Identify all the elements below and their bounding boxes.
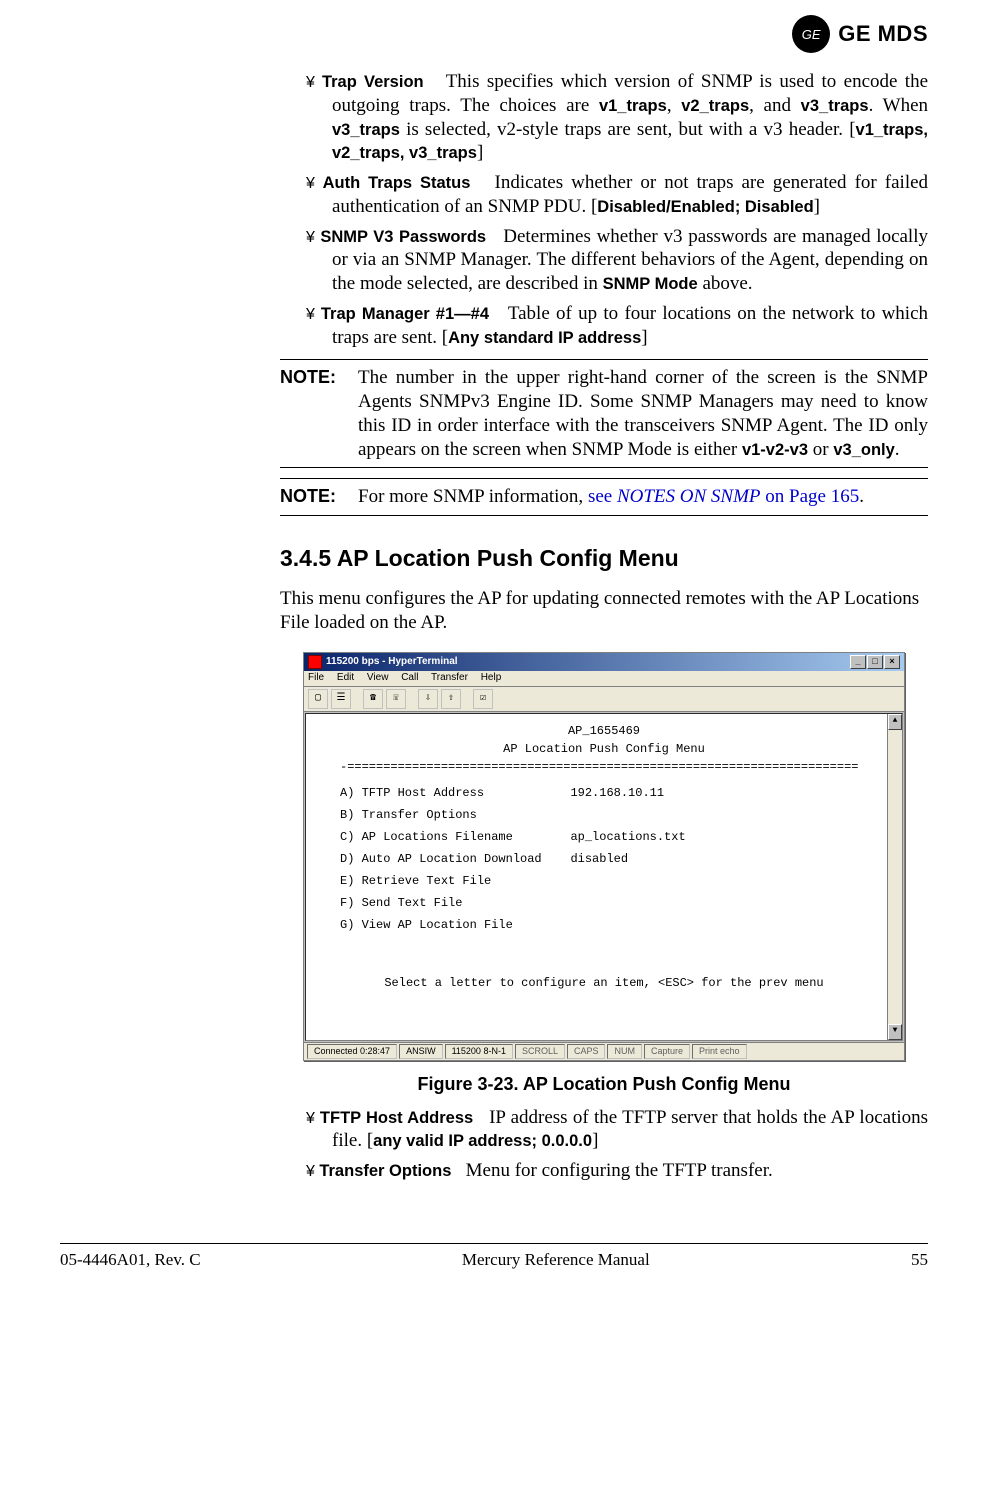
bullet-text: Menu for configuring the TFTP transfer. bbox=[466, 1160, 773, 1181]
status-emulation: ANSIW bbox=[399, 1044, 443, 1059]
status-port: 115200 8-N-1 bbox=[445, 1044, 513, 1059]
status-connection: Connected 0:28:47 bbox=[307, 1044, 397, 1059]
cross-ref-link[interactable]: see NOTES ON SNMP on Page 165 bbox=[588, 486, 859, 507]
scroll-down-icon[interactable]: ▼ bbox=[888, 1024, 902, 1040]
bullet-item: ¥ Trap Version This specifies which vers… bbox=[280, 70, 928, 165]
menu-call[interactable]: Call bbox=[401, 672, 418, 683]
status-num: NUM bbox=[607, 1044, 642, 1059]
term-menu-item: B) Transfer Options bbox=[310, 806, 898, 824]
figure-caption: Figure 3-23. AP Location Push Config Men… bbox=[280, 1073, 928, 1096]
maximize-button[interactable]: □ bbox=[867, 655, 883, 669]
toolbar-props-icon[interactable]: ☑ bbox=[473, 689, 493, 709]
toolbar-recv-icon[interactable]: ⇧ bbox=[441, 689, 461, 709]
bullet-label: SNMP V3 Passwords bbox=[320, 228, 486, 246]
minimize-button[interactable]: _ bbox=[850, 655, 866, 669]
note-block-1: NOTE: The number in the upper right-hand… bbox=[280, 359, 928, 468]
term-menu-item: D) Auto AP Location Download disabled bbox=[310, 850, 898, 868]
scroll-up-icon[interactable]: ▲ bbox=[888, 714, 902, 730]
bullet-label: Transfer Options bbox=[319, 1162, 451, 1180]
note-text: The number in the upper right-hand corne… bbox=[358, 366, 928, 461]
statusbar: Connected 0:28:47 ANSIW 115200 8-N-1 SCR… bbox=[304, 1042, 904, 1060]
scrollbar[interactable]: ▲ ▼ bbox=[887, 714, 902, 1040]
window-title: 115200 bps - HyperTerminal bbox=[326, 656, 458, 669]
menu-edit[interactable]: Edit bbox=[337, 672, 354, 683]
term-menu-item: F) Send Text File bbox=[310, 894, 898, 912]
toolbar-open-icon[interactable]: ☰ bbox=[331, 689, 351, 709]
menu-view[interactable]: View bbox=[367, 672, 389, 683]
toolbar-hangup-icon[interactable]: ☏ bbox=[386, 689, 406, 709]
note-text: For more SNMP information, see NOTES ON … bbox=[358, 485, 928, 509]
term-hostname: AP_1655469 bbox=[310, 722, 898, 740]
footer-left: 05-4446A01, Rev. C bbox=[60, 1250, 201, 1270]
bullet-label: Trap Manager #1—#4 bbox=[321, 305, 489, 323]
app-icon bbox=[308, 655, 322, 669]
section-heading: 3.4.5 AP Location Push Config Menu bbox=[280, 544, 928, 573]
term-menu-item: E) Retrieve Text File bbox=[310, 872, 898, 890]
status-caps: CAPS bbox=[567, 1044, 606, 1059]
page-footer: 05-4446A01, Rev. C Mercury Reference Man… bbox=[60, 1243, 928, 1270]
menu-transfer[interactable]: Transfer bbox=[431, 672, 468, 683]
bullet-item: ¥ Trap Manager #1—#4 Table of up to four… bbox=[280, 302, 928, 350]
footer-center: Mercury Reference Manual bbox=[462, 1250, 650, 1270]
status-scroll: SCROLL bbox=[515, 1044, 565, 1059]
menu-help[interactable]: Help bbox=[481, 672, 502, 683]
bullet-label: TFTP Host Address bbox=[320, 1109, 473, 1127]
brand-logo: GE GE MDS bbox=[792, 15, 928, 53]
close-button[interactable]: × bbox=[884, 655, 900, 669]
window-titlebar: 115200 bps - HyperTerminal _ □ × bbox=[304, 653, 904, 671]
note-label: NOTE: bbox=[280, 485, 348, 509]
note-label: NOTE: bbox=[280, 366, 348, 461]
status-capture: Capture bbox=[644, 1044, 690, 1059]
bullet-label: Auth Traps Status bbox=[323, 174, 471, 192]
hyperterminal-window: 115200 bps - HyperTerminal _ □ × File Ed… bbox=[303, 652, 905, 1061]
footer-right: 55 bbox=[911, 1250, 928, 1270]
toolbar-send-icon[interactable]: ⇩ bbox=[418, 689, 438, 709]
bullet-item: ¥ Transfer Options Menu for configuring … bbox=[280, 1159, 928, 1183]
note-block-2: NOTE: For more SNMP information, see NOT… bbox=[280, 478, 928, 516]
menubar: File Edit View Call Transfer Help bbox=[304, 671, 904, 687]
bullet-item: ¥ SNMP V3 Passwords Determines whether v… bbox=[280, 225, 928, 296]
toolbar-call-icon[interactable]: ☎ bbox=[363, 689, 383, 709]
term-menu-item: C) AP Locations Filename ap_locations.tx… bbox=[310, 828, 898, 846]
bullet-label: Trap Version bbox=[322, 73, 424, 91]
brand-text: GE MDS bbox=[838, 21, 928, 47]
status-echo: Print echo bbox=[692, 1044, 747, 1059]
term-menu-item: A) TFTP Host Address 192.168.10.11 bbox=[310, 784, 898, 802]
bullet-item: ¥ Auth Traps Status Indicates whether or… bbox=[280, 171, 928, 219]
menu-file[interactable]: File bbox=[308, 672, 324, 683]
section-intro: This menu configures the AP for updating… bbox=[280, 587, 928, 635]
ge-monogram-icon: GE bbox=[792, 15, 830, 53]
toolbar-new-icon[interactable]: ▢ bbox=[308, 689, 328, 709]
toolbar: ▢ ☰ ☎ ☏ ⇩ ⇧ ☑ bbox=[304, 687, 904, 712]
term-menu-item: G) View AP Location File bbox=[310, 916, 898, 934]
term-prompt: Select a letter to configure an item, <E… bbox=[310, 974, 898, 992]
bullet-item: ¥ TFTP Host Address IP address of the TF… bbox=[280, 1106, 928, 1154]
term-subtitle: AP Location Push Config Menu bbox=[310, 740, 898, 758]
terminal-output: AP_1655469 AP Location Push Config Menu … bbox=[305, 713, 903, 1041]
term-divider: -=======================================… bbox=[310, 758, 898, 776]
